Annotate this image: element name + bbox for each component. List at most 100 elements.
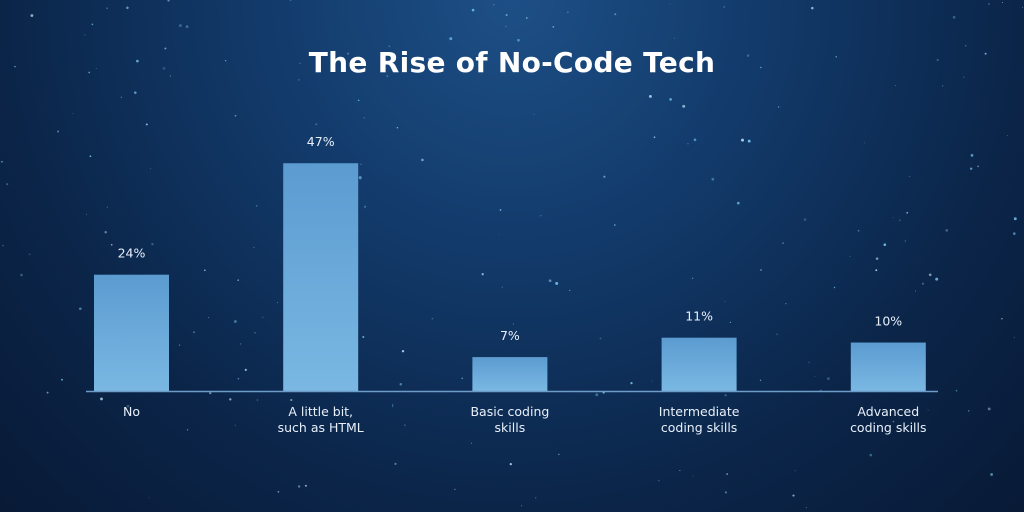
star	[691, 277, 694, 279]
star	[449, 37, 453, 41]
star	[277, 490, 280, 493]
star	[178, 344, 181, 346]
star	[1, 160, 3, 163]
star	[1001, 318, 1003, 320]
star	[567, 11, 569, 14]
star	[89, 155, 92, 158]
star	[136, 59, 139, 63]
star	[88, 71, 91, 74]
star	[906, 211, 909, 214]
x-tick-label: Advanced coding skills	[850, 404, 926, 435]
star	[315, 123, 318, 126]
star	[493, 4, 495, 6]
star	[262, 316, 264, 318]
star	[928, 273, 932, 277]
star	[401, 349, 405, 353]
star	[785, 303, 787, 305]
star	[964, 45, 967, 47]
star	[501, 286, 503, 288]
star	[253, 246, 255, 248]
x-tick-label: A little bit, such as HTML	[278, 404, 364, 435]
star	[849, 255, 851, 257]
star	[386, 75, 389, 77]
star	[104, 230, 107, 234]
star	[517, 38, 520, 42]
star	[555, 281, 559, 285]
star	[1012, 232, 1016, 235]
star	[277, 302, 278, 303]
star	[505, 13, 508, 17]
star	[759, 379, 762, 381]
star	[1006, 135, 1008, 136]
star	[428, 57, 431, 60]
star	[120, 96, 123, 99]
bar	[472, 357, 548, 391]
star	[498, 234, 500, 236]
star	[746, 54, 750, 57]
star	[20, 273, 23, 277]
data-label: 47%	[307, 134, 335, 149]
star	[705, 58, 709, 61]
star	[984, 52, 987, 55]
star	[394, 462, 397, 466]
star	[952, 15, 956, 19]
star	[540, 215, 542, 217]
star	[186, 429, 189, 431]
star	[630, 381, 633, 385]
star	[357, 99, 360, 102]
star	[990, 473, 993, 476]
star	[289, 0, 292, 1]
star	[204, 269, 206, 271]
star	[875, 269, 878, 272]
star	[362, 335, 365, 339]
star	[126, 404, 130, 408]
star	[421, 158, 424, 162]
star	[396, 127, 399, 129]
star	[363, 117, 365, 119]
star	[835, 56, 837, 58]
star	[126, 6, 129, 10]
star	[150, 167, 152, 170]
star	[256, 399, 259, 401]
star	[904, 240, 906, 242]
star	[145, 123, 148, 126]
star	[826, 377, 830, 381]
star	[46, 391, 49, 394]
star	[921, 282, 924, 285]
star	[6, 183, 9, 186]
star	[84, 34, 86, 36]
star	[229, 398, 232, 401]
star	[388, 45, 391, 48]
bar	[94, 274, 169, 391]
star	[687, 143, 689, 145]
star	[811, 6, 814, 10]
star	[224, 60, 227, 62]
star	[899, 219, 901, 221]
star	[1001, 2, 1004, 4]
data-label: 24%	[118, 246, 146, 261]
star	[892, 420, 895, 423]
star	[533, 113, 535, 115]
chart-title: The Rise of No-Code Tech	[308, 46, 716, 79]
star	[962, 76, 965, 78]
star	[512, 323, 514, 325]
star	[290, 398, 293, 402]
x-tick-label: Basic coding skills	[470, 404, 549, 435]
star	[808, 361, 810, 364]
star	[729, 321, 732, 324]
star	[892, 217, 894, 218]
star	[967, 410, 970, 412]
star	[693, 138, 697, 142]
star	[805, 506, 807, 509]
star	[234, 320, 237, 323]
star	[945, 229, 949, 232]
star	[61, 378, 63, 381]
star	[471, 8, 475, 12]
star	[569, 289, 571, 291]
star	[244, 368, 247, 371]
star	[612, 53, 614, 55]
star	[777, 106, 780, 108]
star	[240, 343, 242, 345]
star	[470, 442, 473, 444]
star	[711, 177, 715, 181]
